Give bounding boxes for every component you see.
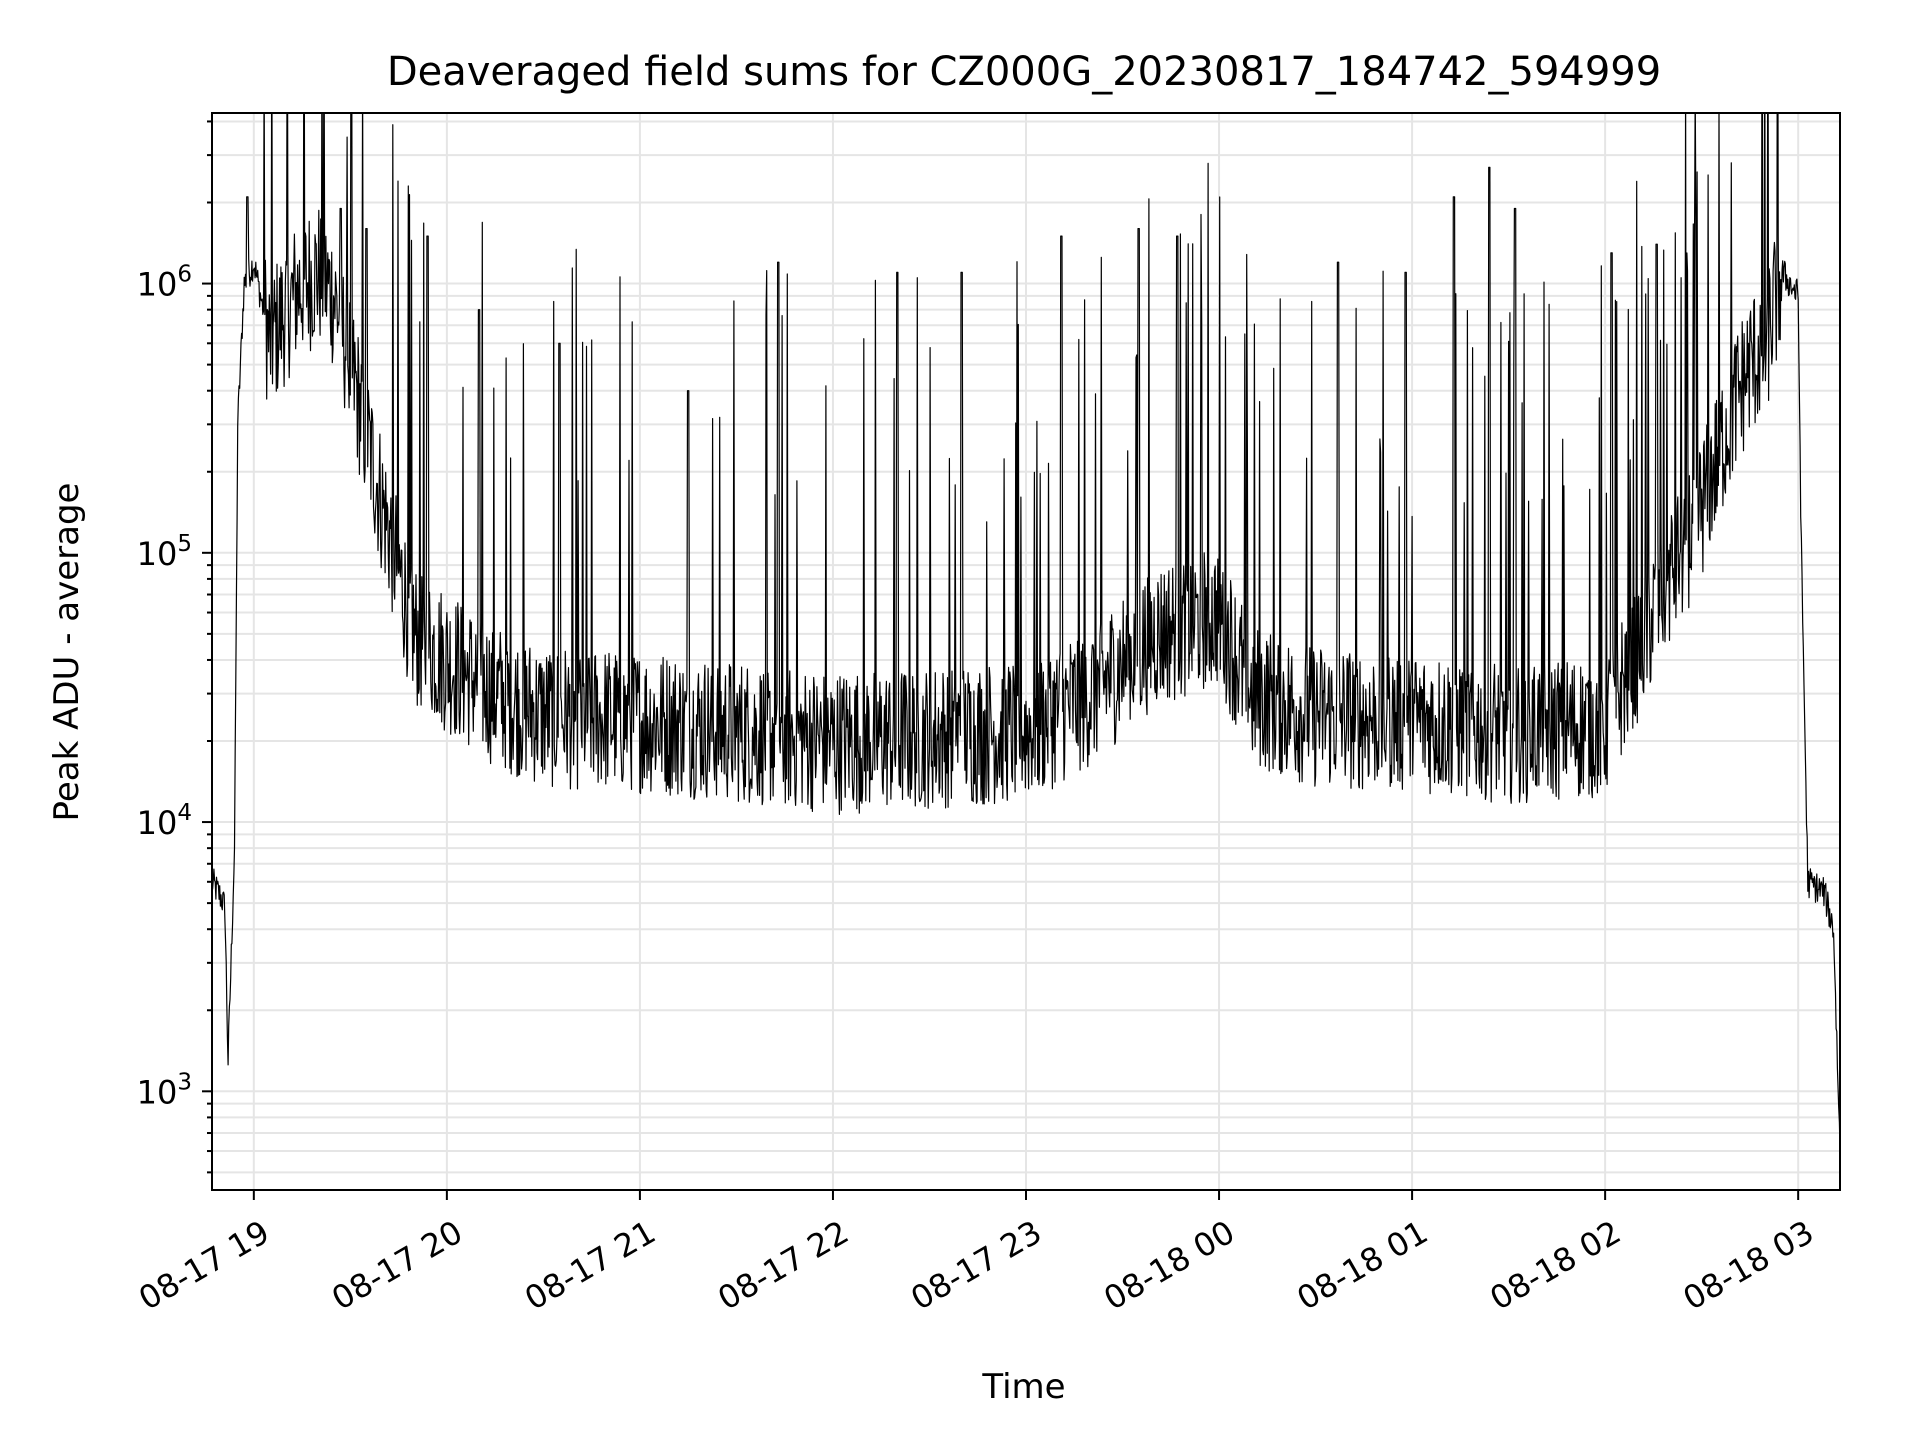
x-tick-label: 08-17 20 — [325, 1213, 469, 1318]
y-axis-ticks: 103 104 105 106 — [137, 120, 212, 1174]
x-axis-ticks: 08-17 19 08-17 20 08-17 21 08-17 22 08-17 23… — [132, 1190, 1820, 1318]
x-tick-label: 08-17 22 — [711, 1213, 855, 1318]
chart-title: Deaveraged field sums for CZ000G_2023081… — [387, 49, 1661, 95]
x-tick-label: 08-17 23 — [904, 1213, 1048, 1318]
series-line — [212, 113, 1840, 1152]
x-axis-label: Time — [981, 1367, 1065, 1407]
x-tick-label: 08-18 03 — [1677, 1213, 1821, 1318]
y-tick-label: 106 — [137, 262, 192, 304]
y-tick-label: 103 — [137, 1069, 192, 1111]
x-tick-label: 08-17 21 — [518, 1213, 662, 1318]
x-tick-label: 08-17 19 — [132, 1213, 276, 1318]
x-tick-label: 08-18 00 — [1097, 1213, 1241, 1318]
x-tick-label: 08-18 02 — [1484, 1213, 1628, 1318]
y-axis-label: Peak ADU - average — [47, 483, 87, 822]
y-tick-label: 104 — [137, 800, 192, 842]
y-tick-label: 105 — [137, 531, 192, 573]
x-tick-label: 08-18 01 — [1290, 1213, 1434, 1318]
series-line-group — [212, 113, 1840, 1152]
